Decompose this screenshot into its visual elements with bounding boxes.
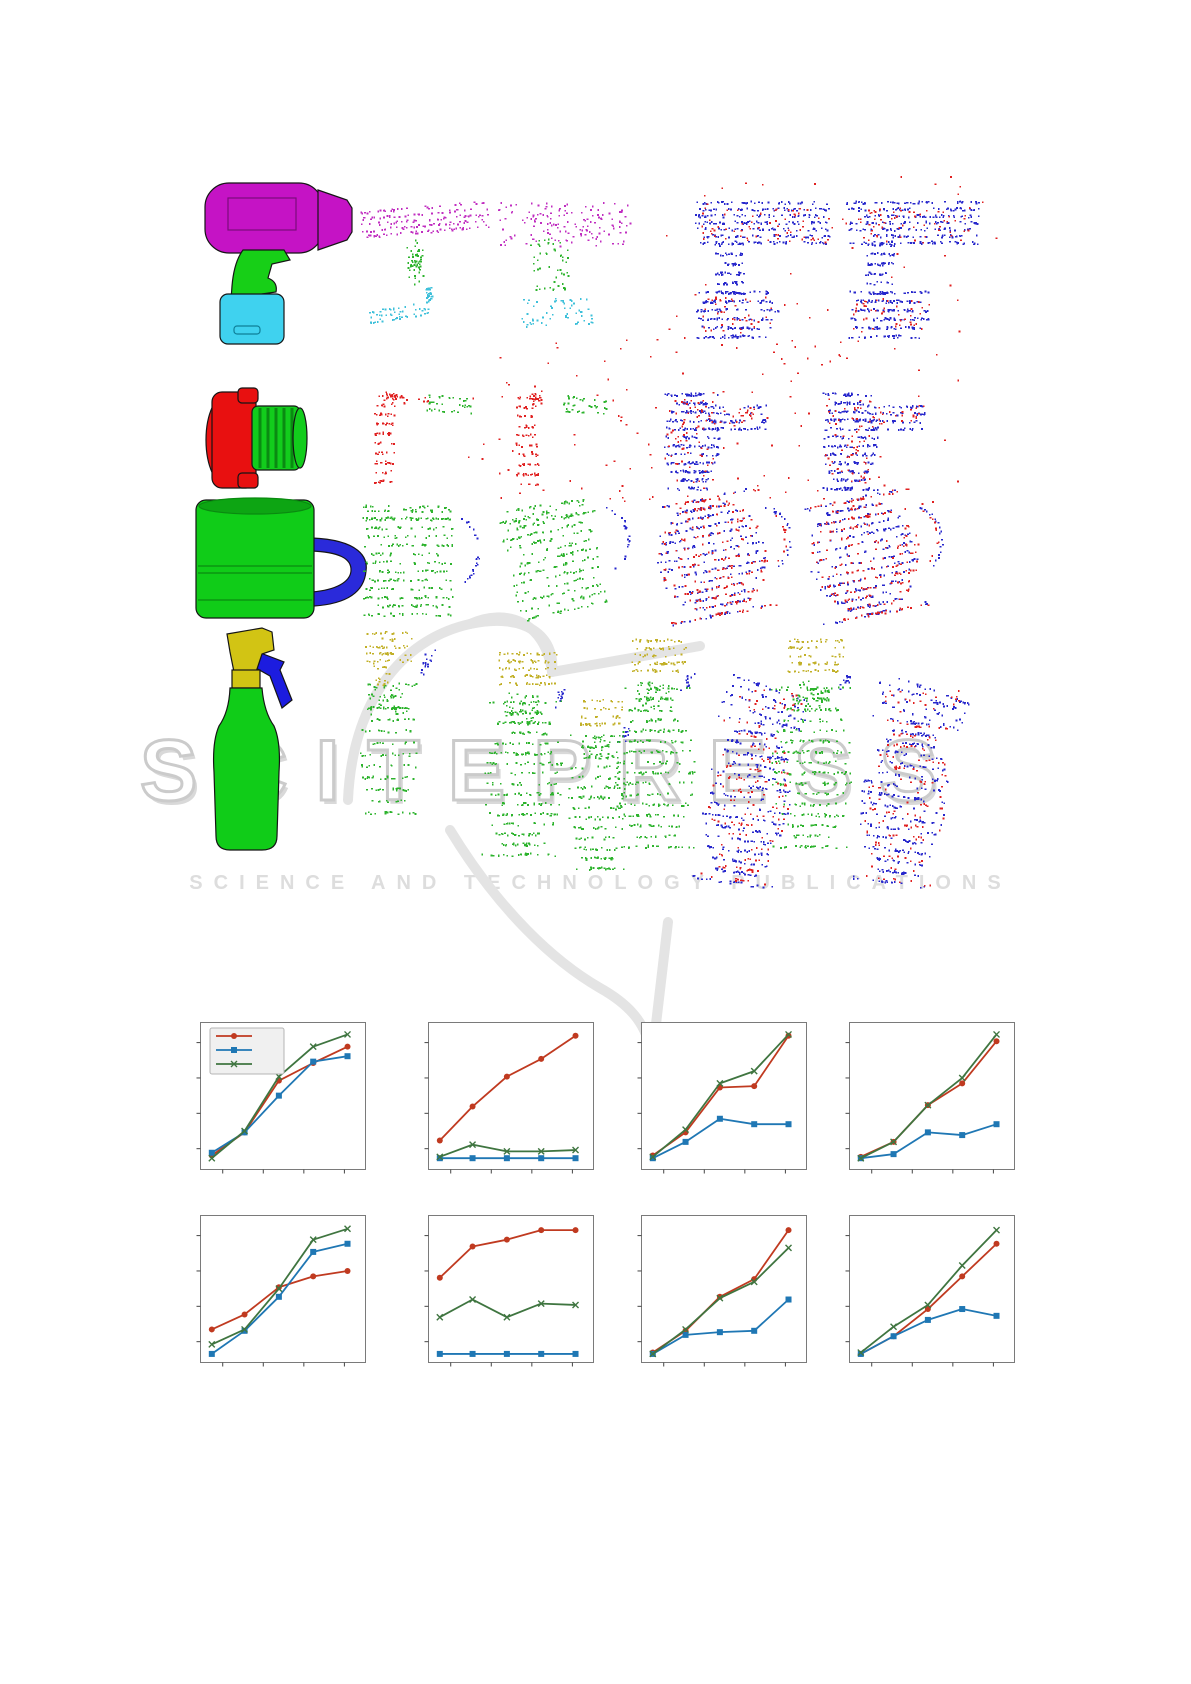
mug-pc-4: [804, 484, 944, 626]
caulk-gun-model-image: [205, 387, 308, 489]
drill-model-image: [204, 182, 353, 345]
mug-pc-3: [648, 487, 792, 627]
chart-legend: [209, 1027, 285, 1075]
gun-pc-3: [613, 338, 810, 503]
spray-pc-2: [481, 651, 630, 871]
line-chart-subplot-r2c1: [194, 1212, 374, 1379]
spray-bottle-model-image: [212, 627, 293, 851]
spray-pc-4: [771, 638, 970, 889]
spray-pc-1: [359, 631, 437, 816]
gun-pc-4: [780, 340, 960, 503]
drill-pc-2: [498, 202, 632, 328]
line-chart-subplot-r1c4: [843, 1019, 1023, 1186]
drill-pc-3: [665, 182, 831, 348]
mug-pc-2: [499, 499, 631, 622]
drill-pc-4: [824, 176, 998, 340]
gun-pc-1: [374, 391, 472, 484]
drill-pc-1: [360, 201, 490, 325]
line-chart-subplot-r1c2: [422, 1019, 602, 1186]
point-cloud-layer: [359, 176, 998, 889]
line-chart-subplot-r1c1: [194, 1019, 374, 1186]
watermark-subtitle: SCIENCE AND TECHNOLOGY PUBLICATIONS: [189, 872, 1012, 894]
line-chart-subplot-r2c3: [635, 1212, 815, 1379]
line-chart-subplot-r2c2: [422, 1212, 602, 1379]
spray-pc-3: [614, 638, 808, 889]
mug-model-image: [195, 497, 367, 619]
mug-pc-1: [362, 504, 481, 617]
gun-pc-2: [468, 342, 653, 500]
line-chart-subplot-r2c4: [843, 1212, 1023, 1379]
line-chart-subplot-r1c3: [635, 1019, 815, 1186]
